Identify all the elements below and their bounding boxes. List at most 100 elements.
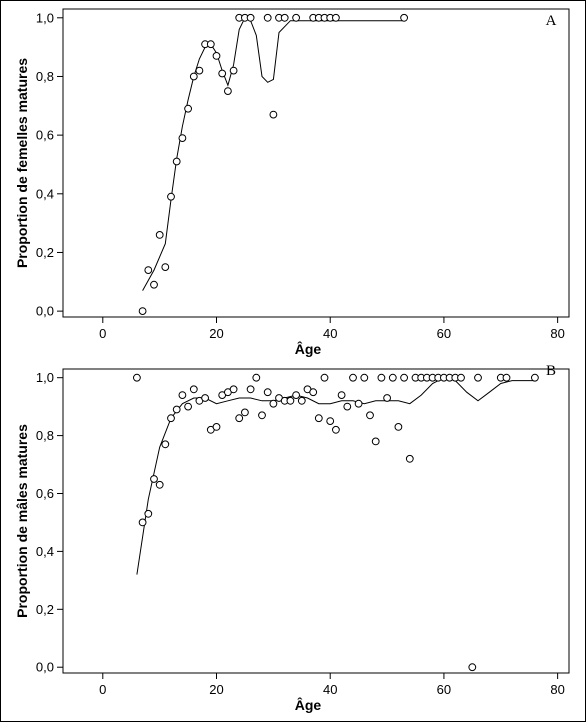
x-tick-label: 20: [209, 682, 223, 697]
x-tick-label: 60: [437, 682, 451, 697]
data-point: [172, 405, 181, 414]
data-point: [235, 414, 244, 423]
data-point: [269, 110, 278, 119]
data-point: [167, 192, 175, 201]
data-point: [286, 396, 295, 405]
data-point: [144, 266, 153, 275]
y-tick-label: 0,2: [36, 245, 54, 260]
x-tick-label: 20: [209, 326, 223, 341]
y-tick-label: 0,6: [36, 128, 54, 143]
data-point: [212, 52, 221, 60]
y-tick-label: 0,4: [36, 186, 54, 201]
data-point: [314, 414, 323, 423]
data-point: [150, 475, 158, 483]
data-point: [224, 87, 232, 95]
data-point: [332, 13, 340, 22]
smoothed-trend-line: [142, 17, 405, 291]
data-point: [252, 373, 261, 382]
data-point: [371, 437, 380, 446]
x-tick-label: 80: [550, 682, 564, 697]
data-point: [218, 69, 227, 78]
data-point: [138, 307, 147, 316]
data-point: [400, 373, 409, 382]
data-point: [400, 13, 409, 22]
x-axis-title: Âge: [295, 340, 322, 357]
panel-letter: A: [546, 13, 557, 29]
data-point: [263, 388, 272, 397]
data-point: [246, 385, 255, 394]
data-point: [343, 402, 352, 411]
y-axis-title: Proportion de mâles matures: [14, 424, 30, 618]
data-point: [161, 263, 170, 272]
y-tick-label: 0,6: [36, 486, 54, 501]
data-point: [337, 391, 346, 400]
data-point: [360, 373, 369, 382]
data-point: [383, 394, 392, 402]
y-tick-label: 0,4: [36, 544, 54, 559]
data-point: [246, 13, 255, 22]
data-point: [172, 157, 181, 166]
data-point: [474, 373, 482, 382]
data-point: [320, 373, 329, 382]
x-tick-label: 80: [550, 326, 564, 341]
data-point: [388, 373, 397, 382]
data-point: [155, 480, 164, 489]
x-tick-label: 0: [99, 326, 106, 341]
data-point: [184, 104, 193, 113]
data-point: [195, 66, 204, 75]
data-point: [297, 396, 306, 405]
data-point: [468, 663, 477, 672]
y-axis-title: Proportion de femelles matures: [14, 58, 30, 268]
y-tick-label: 1,0: [36, 10, 54, 25]
data-point: [144, 509, 153, 518]
x-tick-label: 0: [99, 682, 106, 697]
smoothed-trend-line: [136, 377, 535, 575]
data-point: [241, 408, 249, 417]
data-point: [280, 13, 289, 22]
data-point: [531, 373, 539, 382]
x-axis-title: Âge: [295, 696, 322, 713]
data-point: [206, 40, 215, 49]
data-point: [405, 454, 414, 463]
data-point: [178, 134, 187, 143]
data-point: [133, 373, 141, 382]
data-point: [138, 518, 147, 527]
x-tick-label: 40: [323, 326, 337, 341]
data-point: [167, 414, 175, 423]
y-tick-label: 0,0: [36, 660, 54, 675]
data-point: [189, 72, 198, 81]
data-point: [155, 231, 164, 239]
data-point: [150, 280, 158, 289]
data-point: [366, 411, 374, 420]
data-point: [292, 391, 301, 400]
data-point: [212, 423, 221, 431]
data-point: [184, 402, 193, 411]
y-tick-label: 0,8: [36, 69, 54, 84]
data-point: [189, 385, 198, 394]
data-point: [349, 373, 357, 382]
data-point: [229, 66, 238, 75]
data-point: [229, 385, 238, 394]
chart-panel-a: 0 20 40 60 80 0,0 0,2 0,4 0,6 0,8 1,0 Âge Proportion…: [14, 8, 570, 357]
data-point: [263, 13, 272, 22]
y-tick-label: 0,0: [36, 304, 54, 319]
data-point: [354, 399, 363, 408]
panel-letter: B: [546, 363, 556, 379]
chart-panel-b: 0 20 40 60 80 0,0 0,2 0,4 0,6 0,8 1,0 Âge Proportion…: [14, 363, 570, 713]
data-point: [377, 373, 386, 382]
x-tick-label: 40: [323, 682, 337, 697]
data-point: [326, 417, 335, 426]
data-point: [457, 373, 465, 382]
x-tick-label: 60: [437, 326, 451, 341]
plot-area-border: [62, 8, 570, 318]
data-point: [201, 394, 210, 402]
data-point: [269, 399, 278, 408]
data-point: [394, 423, 403, 431]
data-point: [309, 388, 318, 397]
data-point: [332, 425, 340, 434]
y-tick-label: 0,2: [36, 602, 54, 617]
plot-area-border: [62, 368, 570, 674]
data-point: [161, 440, 170, 449]
